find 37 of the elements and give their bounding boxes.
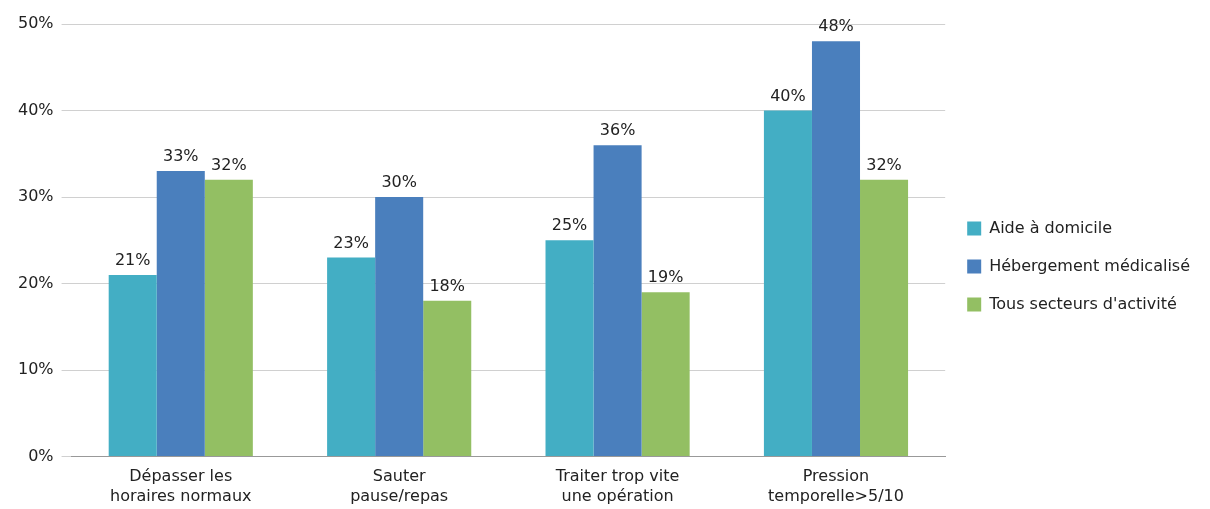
bar — [156, 171, 205, 457]
data-label: 36% — [599, 120, 636, 140]
data-label: 19% — [647, 267, 684, 287]
x-tick-label: Dépasser les horaires normaux — [110, 466, 252, 505]
y-tick-label: 30% — [18, 186, 54, 206]
data-label: 33% — [162, 146, 199, 166]
bar — [423, 300, 472, 457]
data-label: 25% — [551, 215, 588, 235]
data-label: 40% — [770, 85, 806, 105]
x-tick-label: Sauter pause/repas — [350, 466, 449, 505]
bar — [108, 274, 157, 457]
bar — [641, 292, 690, 457]
bar — [327, 257, 376, 457]
y-tick-label: 20% — [18, 272, 54, 292]
legend-label: Tous secteurs d'activité — [988, 293, 1177, 313]
bar — [860, 179, 909, 457]
bar — [763, 110, 812, 457]
y-tick-label: 40% — [18, 99, 54, 119]
bar — [811, 41, 861, 457]
data-label: 32% — [211, 154, 247, 174]
x-tick-label: Traiter trop vite une opération — [554, 466, 680, 505]
data-label: 30% — [381, 172, 417, 192]
bar — [593, 145, 642, 457]
data-label: 32% — [866, 154, 902, 174]
y-tick-label: 50% — [18, 13, 54, 33]
data-label: 23% — [333, 232, 369, 252]
data-label: 48% — [818, 16, 854, 36]
y-tick-label: 10% — [18, 359, 54, 379]
bar — [204, 179, 253, 457]
bar — [545, 240, 594, 457]
legend-label: Hébergement médicalisé — [989, 255, 1191, 275]
legend-label: Aide à domicile — [989, 217, 1113, 237]
bar — [375, 197, 424, 457]
data-label: 21% — [114, 250, 151, 270]
x-tick-label: Pression temporelle>5/10 — [768, 466, 904, 505]
data-label: 18% — [429, 276, 466, 296]
y-tick-label: 0% — [28, 445, 54, 465]
